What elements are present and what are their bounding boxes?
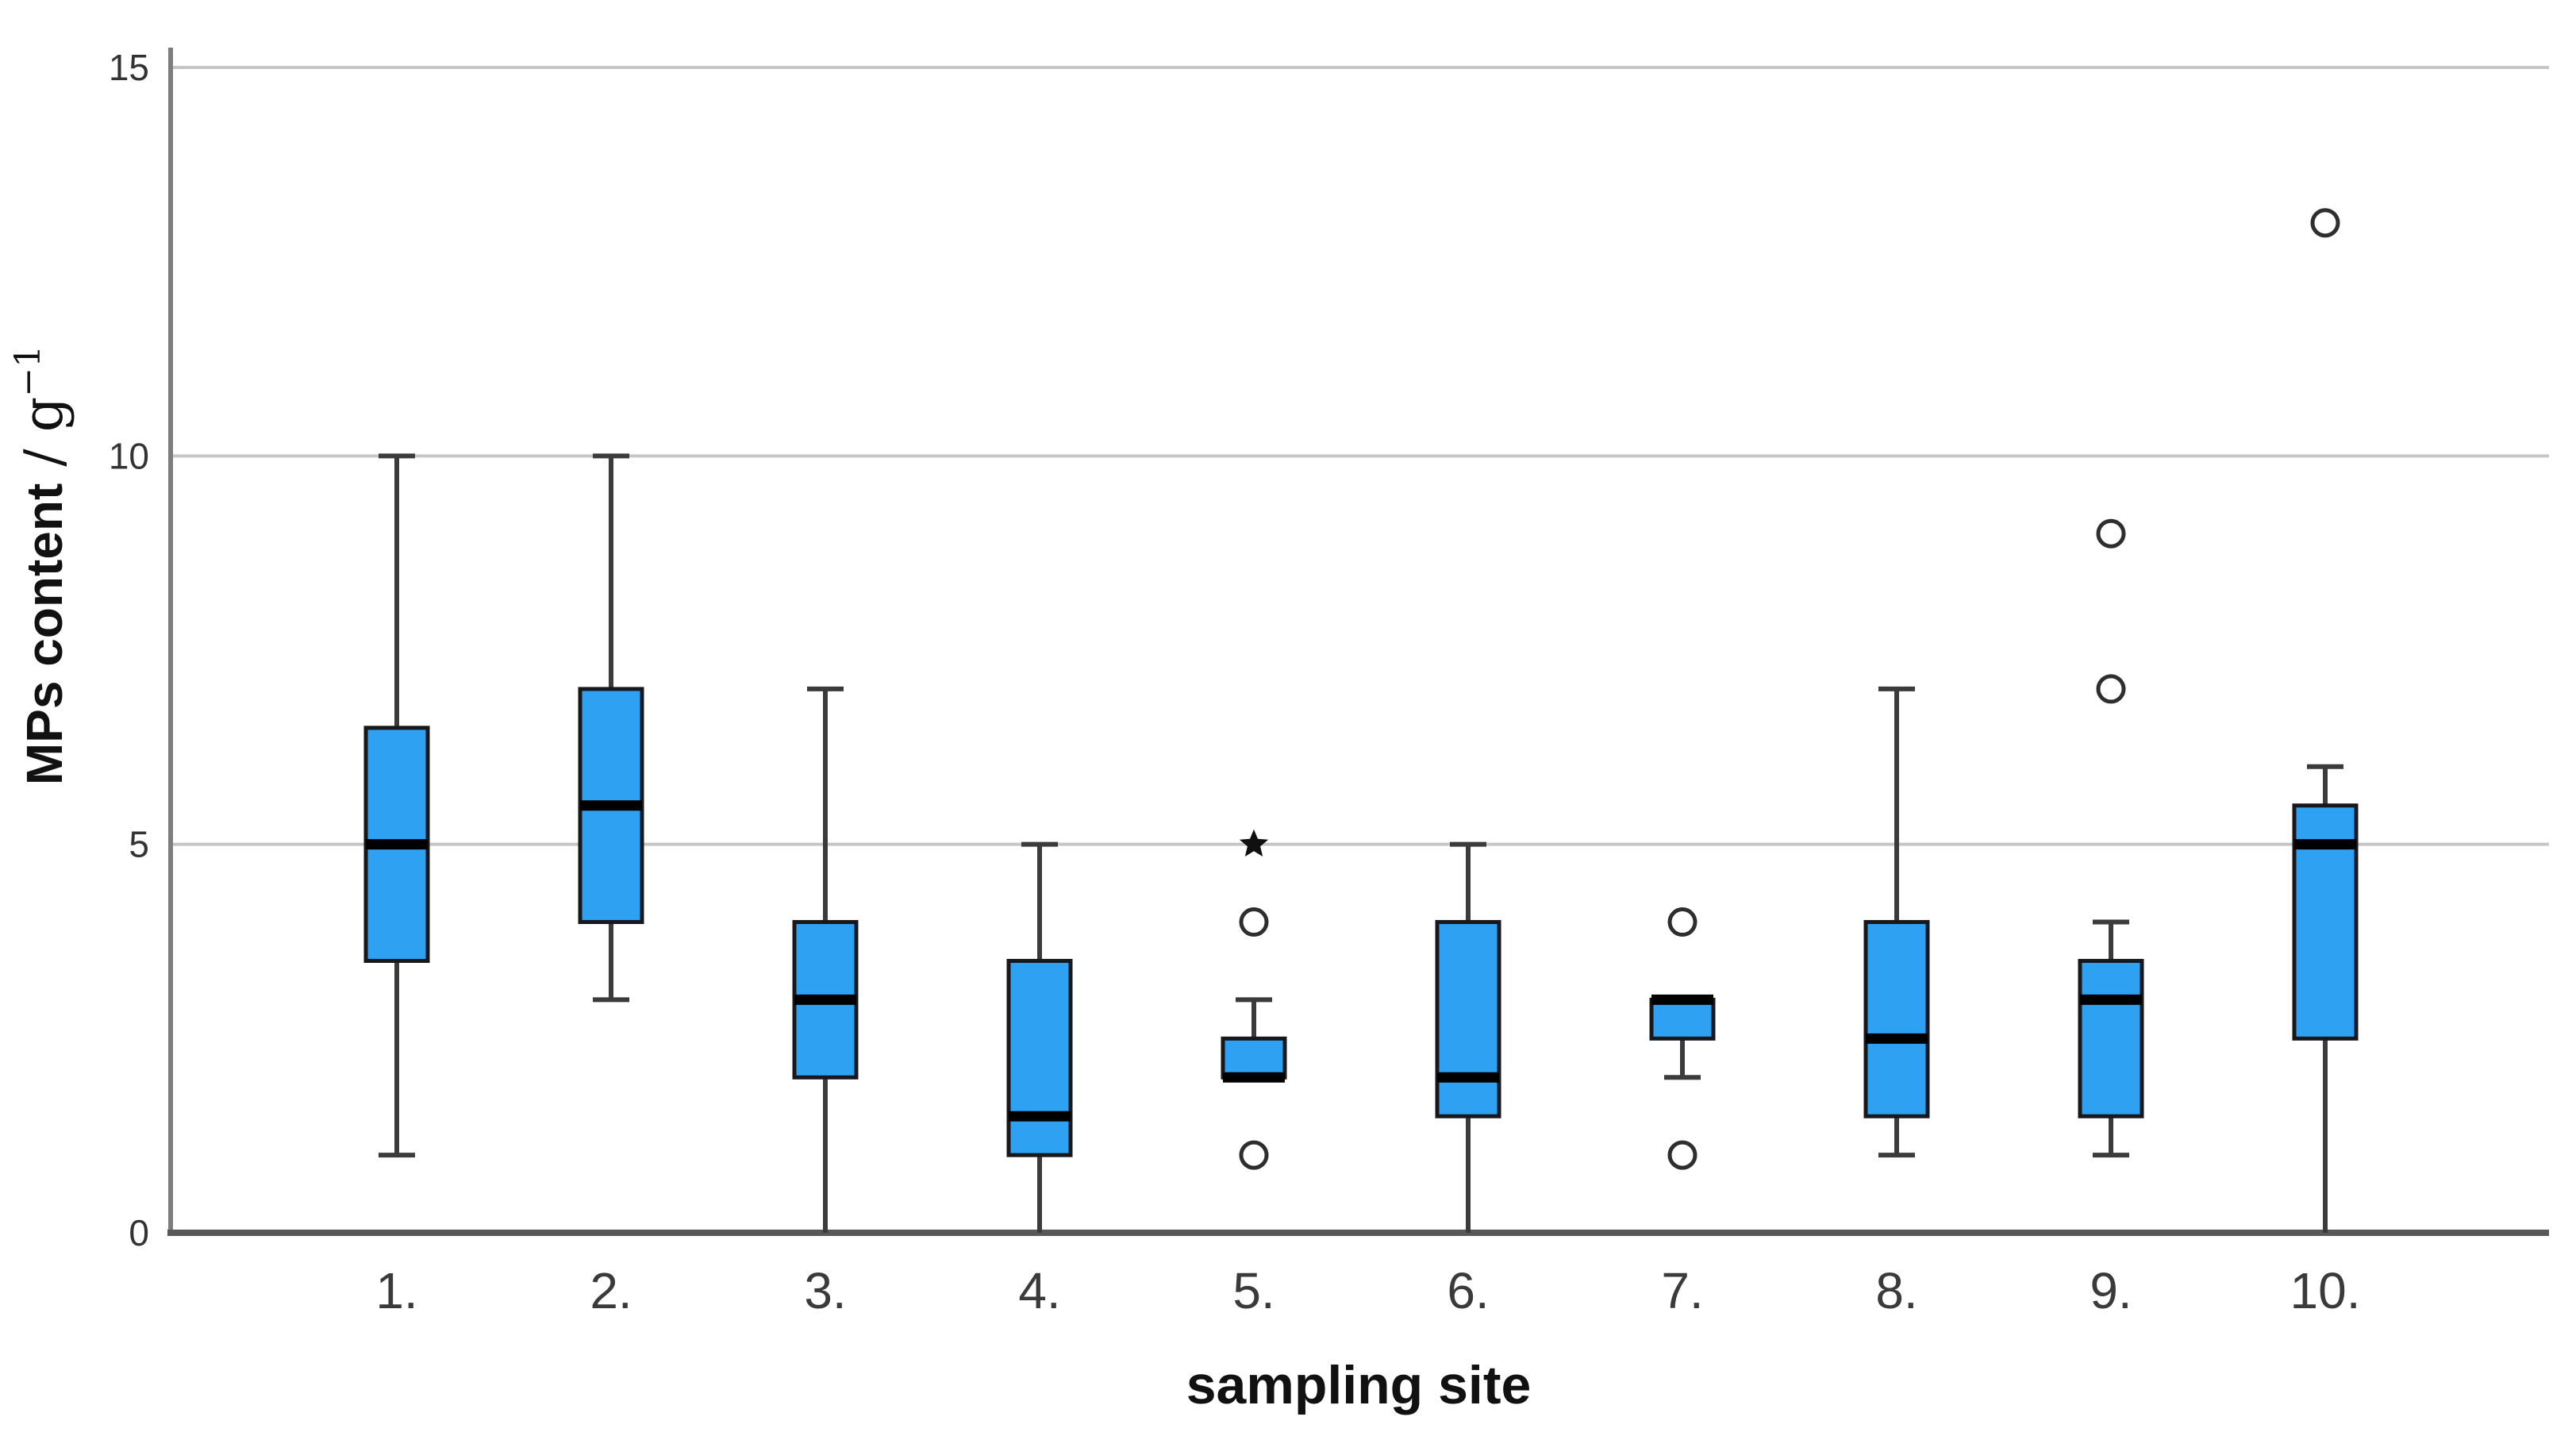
outlier-circle — [1667, 1140, 1697, 1170]
y-axis-title: MPs content / g−1 — [8, 345, 75, 785]
box-site-2 — [578, 453, 644, 1003]
box-site-1 — [363, 453, 430, 1158]
box-site-6 — [1435, 841, 1501, 1233]
x-axis-title: sampling site — [1186, 1355, 1532, 1415]
gridlines-group — [171, 66, 2549, 846]
y-tick-label-5: 5 — [129, 824, 149, 865]
iqr-box — [1221, 1036, 1287, 1080]
iqr-box — [1006, 958, 1073, 1157]
box-site-3 — [792, 686, 859, 1233]
x-tick-label-4: 4. — [1018, 1262, 1060, 1319]
iqr-box — [1863, 920, 1930, 1118]
y-tick-label-15: 15 — [109, 47, 149, 88]
outlier-circle — [1239, 907, 1269, 937]
iqr-box — [2078, 958, 2144, 1118]
outlier-circle — [2310, 208, 2340, 238]
boxes-group — [363, 208, 2359, 1233]
y-tick-label-10: 10 — [109, 435, 149, 476]
x-tick-label-1: 1. — [375, 1262, 417, 1319]
box-site-9 — [2078, 518, 2144, 1158]
x-tick-label-7: 7. — [1661, 1262, 1703, 1319]
extreme-star — [1239, 829, 1269, 857]
outlier-circle — [1667, 907, 1697, 937]
box-site-7 — [1649, 907, 1716, 1170]
box-site-5 — [1221, 829, 1287, 1170]
x-tick-label-10: 10. — [2290, 1262, 2361, 1319]
iqr-box — [1649, 997, 1716, 1041]
x-tick-labels-group: 1. 2. 3. 4. 5. 6. 7. 8. 9. 10. — [375, 1262, 2360, 1319]
outlier-circle — [2096, 674, 2126, 704]
x-tick-label-3: 3. — [804, 1262, 846, 1319]
iqr-box — [1435, 920, 1501, 1118]
x-tick-label-9: 9. — [2090, 1262, 2132, 1319]
box-site-10 — [2292, 208, 2359, 1233]
x-tick-label-2: 2. — [590, 1262, 632, 1319]
x-tick-label-5: 5. — [1232, 1262, 1275, 1319]
box-site-8 — [1863, 686, 1930, 1158]
outlier-circle — [2096, 518, 2126, 549]
x-tick-label-8: 8. — [1875, 1262, 1917, 1319]
y-tick-label-0: 0 — [129, 1212, 149, 1253]
y-tick-labels-group: 0 5 10 15 — [109, 47, 149, 1253]
axes-group — [167, 48, 2549, 1236]
x-tick-label-6: 6. — [1447, 1262, 1489, 1319]
box-site-4 — [1006, 841, 1073, 1233]
outlier-circle — [1239, 1140, 1269, 1170]
